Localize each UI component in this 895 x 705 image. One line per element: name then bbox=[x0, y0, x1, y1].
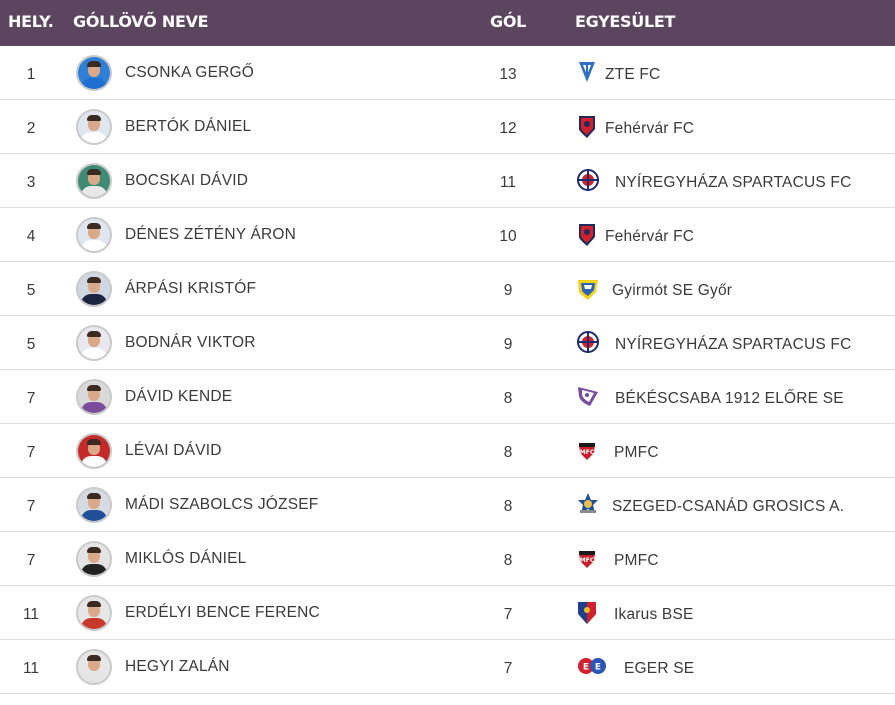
club-name[interactable]: EGER SE bbox=[624, 660, 695, 677]
player-avatar bbox=[76, 55, 112, 91]
table-row: 2 BERTÓK DÁNIEL 12 Fehérvár FC bbox=[0, 100, 895, 154]
table-row: 11 ERDÉLYI BENCE FERENC 7 Ikarus BSE bbox=[0, 586, 895, 640]
table-row: 7 DÁVID KENDE 8 BÉKÉSCSABA 1912 ELŐRE SE bbox=[0, 370, 895, 424]
table-row: 5 BODNÁR VIKTOR 9 NYÍREGYHÁZA SPARTACUS FC bbox=[0, 316, 895, 370]
nyiregyhaza-logo-icon bbox=[576, 330, 600, 354]
club-name[interactable]: SZEGED-CSANÁD GROSICS A. bbox=[612, 498, 845, 515]
player-name[interactable]: CSONKA GERGŐ bbox=[125, 64, 255, 81]
player-name[interactable]: DÉNES ZÉTÉNY ÁRON bbox=[125, 226, 297, 243]
goals-value: 7 bbox=[503, 660, 513, 677]
player-name[interactable]: HEGYI ZALÁN bbox=[125, 658, 230, 675]
table-row: 5 ÁRPÁSI KRISTÓF 9 Gyirmót SE Győr bbox=[0, 262, 895, 316]
svg-text:E: E bbox=[583, 663, 589, 673]
player-avatar bbox=[76, 271, 112, 307]
rank-value: 7 bbox=[26, 552, 36, 569]
club-name[interactable]: PMFC bbox=[614, 444, 659, 461]
header-goals: GÓL bbox=[490, 12, 527, 31]
svg-text:E: E bbox=[595, 663, 601, 673]
table-row: 7 LÉVAI DÁVID 8 MFC PMFC bbox=[0, 424, 895, 478]
svg-text:MFC: MFC bbox=[580, 557, 595, 564]
goals-value: 11 bbox=[499, 174, 517, 191]
goals-value: 8 bbox=[503, 444, 513, 461]
player-avatar bbox=[76, 649, 112, 685]
player-avatar bbox=[76, 379, 112, 415]
nyiregyhaza-logo-icon bbox=[576, 168, 600, 192]
player-name[interactable]: ÁRPÁSI KRISTÓF bbox=[125, 280, 257, 297]
goals-value: 8 bbox=[503, 390, 513, 407]
goals-value: 7 bbox=[503, 606, 513, 623]
rank-value: 2 bbox=[26, 120, 36, 137]
goals-value: 12 bbox=[499, 120, 517, 137]
rank-value: 7 bbox=[26, 498, 36, 515]
svg-text:MFC: MFC bbox=[580, 449, 595, 456]
club-name[interactable]: BÉKÉSCSABA 1912 ELŐRE SE bbox=[615, 390, 844, 407]
player-avatar bbox=[76, 595, 112, 631]
club-name[interactable]: Ikarus BSE bbox=[614, 606, 694, 623]
table-row: 4 DÉNES ZÉTÉNY ÁRON 10 Fehérvár FC bbox=[0, 208, 895, 262]
goals-value: 8 bbox=[503, 552, 513, 569]
goals-value: 9 bbox=[503, 282, 513, 299]
player-name[interactable]: LÉVAI DÁVID bbox=[125, 442, 222, 459]
player-avatar bbox=[76, 433, 112, 469]
rank-value: 7 bbox=[26, 390, 36, 407]
header-club: EGYESÜLET bbox=[575, 12, 676, 31]
table-body: 1 CSONKA GERGŐ 13 ZTE FC 2 BERTÓK DÁNIEL 12 Feh… bbox=[0, 46, 895, 694]
player-name[interactable]: BODNÁR VIKTOR bbox=[125, 334, 256, 351]
rank-value: 11 bbox=[22, 660, 40, 677]
szeged-logo-icon bbox=[576, 492, 600, 516]
table-row: 7 MIKLÓS DÁNIEL 8 MFC PMFC bbox=[0, 532, 895, 586]
table-row: 1 CSONKA GERGŐ 13 ZTE FC bbox=[0, 46, 895, 100]
club-name[interactable]: NYÍREGYHÁZA SPARTACUS FC bbox=[615, 174, 852, 191]
pmfc-logo-icon: MFC bbox=[576, 438, 600, 462]
player-avatar bbox=[76, 217, 112, 253]
pmfc-logo-icon: MFC bbox=[576, 546, 600, 570]
player-name[interactable]: MIKLÓS DÁNIEL bbox=[125, 550, 247, 567]
table-row: 11 HEGYI ZALÁN 7 E E EGER SE bbox=[0, 640, 895, 694]
fehervar-logo-icon bbox=[576, 114, 600, 138]
rank-value: 1 bbox=[26, 66, 36, 83]
rank-value: 4 bbox=[26, 228, 36, 245]
rank-value: 11 bbox=[22, 606, 40, 623]
club-name[interactable]: Gyirmót SE Győr bbox=[612, 282, 733, 299]
ikarus-logo-icon bbox=[576, 600, 600, 624]
goals-value: 9 bbox=[503, 336, 513, 353]
goals-value: 8 bbox=[503, 498, 513, 515]
player-name[interactable]: DÁVID KENDE bbox=[125, 388, 233, 405]
rank-value: 5 bbox=[26, 282, 36, 299]
rank-value: 3 bbox=[26, 174, 36, 191]
player-avatar bbox=[76, 541, 112, 577]
player-name[interactable]: BOCSKAI DÁVID bbox=[125, 172, 249, 189]
club-name[interactable]: Fehérvár FC bbox=[605, 120, 695, 137]
club-name[interactable]: PMFC bbox=[614, 552, 659, 569]
club-name[interactable]: ZTE FC bbox=[605, 66, 661, 83]
goals-value: 13 bbox=[499, 66, 517, 83]
zte-logo-icon bbox=[576, 60, 600, 84]
player-name[interactable]: MÁDI SZABOLCS JÓZSEF bbox=[125, 496, 319, 513]
player-name[interactable]: BERTÓK DÁNIEL bbox=[125, 118, 252, 135]
table-row: 3 BOCSKAI DÁVID 11 NYÍREGYHÁZA SPARTACUS FC bbox=[0, 154, 895, 208]
header-scorer-name: GÓLLÖVŐ NEVE bbox=[73, 12, 209, 31]
club-name[interactable]: NYÍREGYHÁZA SPARTACUS FC bbox=[615, 336, 852, 353]
player-avatar bbox=[76, 163, 112, 199]
gyirmot-logo-icon bbox=[576, 276, 600, 300]
table-header: HELY. GÓLLÖVŐ NEVE GÓL EGYESÜLET bbox=[0, 0, 895, 46]
table-row: 7 MÁDI SZABOLCS JÓZSEF 8 SZEGED-CSANÁD GROS… bbox=[0, 478, 895, 532]
goals-value: 10 bbox=[499, 228, 517, 245]
fehervar-logo-icon bbox=[576, 222, 600, 246]
player-avatar bbox=[76, 325, 112, 361]
player-avatar bbox=[76, 109, 112, 145]
club-name[interactable]: Fehérvár FC bbox=[605, 228, 695, 245]
player-avatar bbox=[76, 487, 112, 523]
header-rank: HELY. bbox=[8, 12, 54, 31]
rank-value: 5 bbox=[26, 336, 36, 353]
player-name[interactable]: ERDÉLYI BENCE FERENC bbox=[125, 604, 320, 621]
bekescsaba-logo-icon bbox=[576, 384, 600, 408]
rank-value: 7 bbox=[26, 444, 36, 461]
